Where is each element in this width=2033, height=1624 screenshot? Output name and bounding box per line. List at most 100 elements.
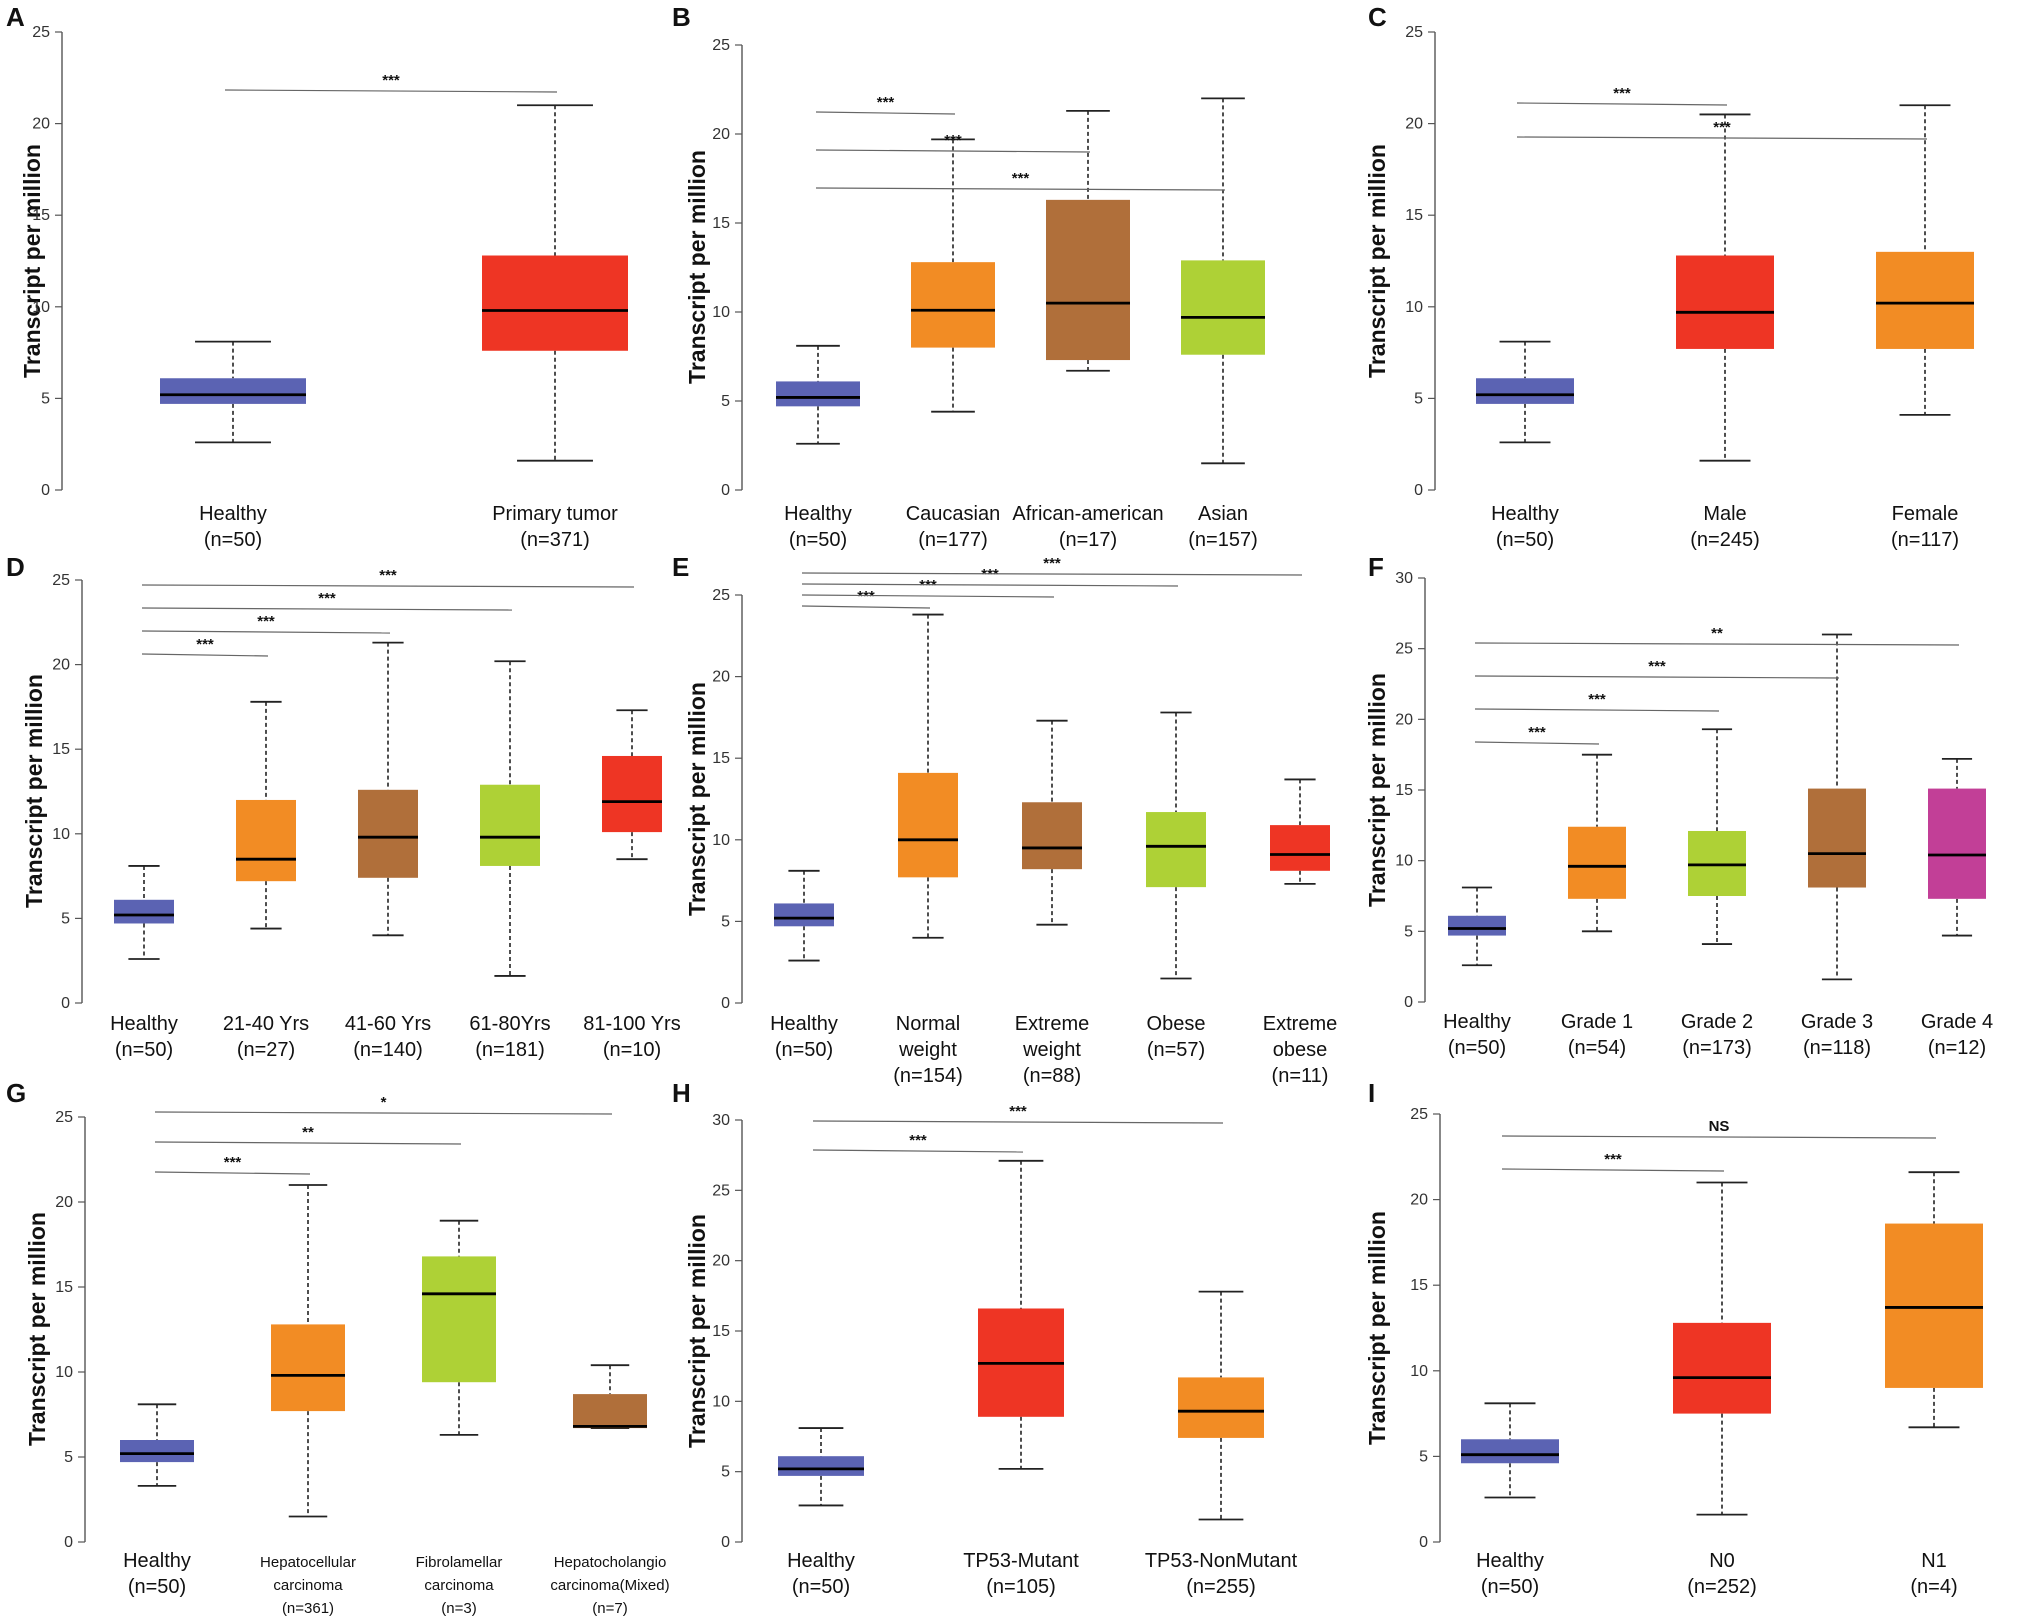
- y-tick-label: 15: [55, 1279, 73, 1296]
- iqr-box: [1448, 915, 1506, 936]
- panel-b: B Transcript per million 0 5 10 15 20 25 Healthy…: [672, 2, 1265, 551]
- y-tick-label: 15: [712, 1323, 730, 1340]
- y-axis-title: Transcript per million: [684, 682, 710, 916]
- significance-label: ***: [944, 132, 962, 149]
- category-label: (n=50): [204, 529, 262, 551]
- significance-label: ***: [1528, 724, 1546, 741]
- category-label: Healthy: [110, 1013, 178, 1035]
- category-label: (n=181): [475, 1039, 545, 1061]
- box-2: N1 (n=4): [1885, 1171, 1983, 1598]
- iqr-box: [160, 378, 306, 404]
- iqr-box: [1928, 788, 1986, 899]
- category-label: (n=173): [1682, 1037, 1752, 1059]
- significance-label: ***: [1009, 1103, 1027, 1120]
- category-label: (n=252): [1687, 1576, 1757, 1598]
- y-tick-label: 0: [1404, 994, 1413, 1011]
- significance-line: [815, 187, 1226, 191]
- significance-line: [815, 149, 1091, 153]
- y-tick-label: 15: [712, 750, 730, 767]
- category-label: (n=157): [1188, 529, 1258, 551]
- category-label: carcinoma(Mixed): [550, 1577, 669, 1594]
- y-tick-label: 5: [721, 1464, 730, 1481]
- significance-label: ***: [981, 566, 999, 583]
- significance-line: [1474, 741, 1600, 745]
- significance-label: ***: [382, 72, 400, 89]
- category-label: Healthy: [770, 1013, 838, 1035]
- category-label: (n=105): [986, 1576, 1056, 1598]
- y-tick-label: 15: [712, 215, 730, 232]
- category-label: (n=11): [1272, 1065, 1329, 1087]
- significance-line: [224, 89, 558, 93]
- box-2: Fibrolamellar carcinoma (n=3): [416, 1219, 502, 1617]
- y-tick-label: 5: [64, 1449, 73, 1466]
- box-0: Healthy (n=50): [778, 1427, 864, 1598]
- y-tick-label: 25: [712, 37, 730, 54]
- iqr-box: [482, 255, 628, 351]
- significance-label: ***: [1648, 658, 1666, 675]
- box-2: 41-60 Yrs (n=140): [345, 641, 431, 1061]
- category-label: (n=50): [789, 529, 847, 551]
- significance-bracket: NS: [1501, 1118, 1937, 1139]
- significance-bracket: **: [1474, 625, 1960, 646]
- y-tick-label: 15: [32, 207, 50, 224]
- panel-letter: I: [1368, 1078, 1375, 1108]
- y-tick-label: 15: [1395, 782, 1413, 799]
- significance-line: [141, 653, 269, 657]
- box-0: Healthy (n=50): [120, 1403, 194, 1598]
- iqr-box: [358, 789, 418, 878]
- y-tick-label: 15: [52, 741, 70, 758]
- iqr-box: [1568, 826, 1626, 899]
- y-tick-label: 5: [1414, 390, 1423, 407]
- box-1: Normal weight (n=154): [893, 613, 963, 1087]
- significance-line: [1516, 102, 1728, 106]
- y-tick-label: 25: [1405, 24, 1423, 41]
- significance-label: ***: [196, 636, 214, 653]
- significance-bracket: ***: [801, 577, 1055, 598]
- significance-label: *: [381, 1094, 387, 1111]
- box-0: Healthy (n=50): [1443, 886, 1511, 1059]
- category-label: carcinoma: [424, 1577, 494, 1594]
- category-label: Grade 1: [1561, 1011, 1633, 1033]
- box-0: Healthy (n=50): [1476, 340, 1574, 551]
- box-1: TP53-Mutant (n=105): [963, 1159, 1079, 1598]
- category-label: carcinoma: [273, 1577, 343, 1594]
- iqr-box: [774, 903, 834, 927]
- category-label: (n=361): [282, 1600, 334, 1617]
- category-label: (n=117): [1891, 529, 1959, 551]
- y-tick-label: 5: [721, 393, 730, 410]
- y-tick-label: 15: [1405, 207, 1423, 224]
- significance-bracket: ***: [812, 1132, 1024, 1153]
- significance-label: ***: [857, 588, 875, 605]
- y-axis-title: Transcript per million: [21, 674, 47, 908]
- category-label: Male: [1703, 503, 1746, 525]
- iqr-box: [573, 1394, 647, 1429]
- category-label: Extreme: [1263, 1013, 1337, 1035]
- significance-line: [1474, 708, 1720, 712]
- y-tick-label: 25: [55, 1109, 73, 1126]
- iqr-box: [1178, 1377, 1264, 1438]
- y-tick-label: 20: [1410, 1192, 1428, 1209]
- category-label: (n=50): [1496, 529, 1554, 551]
- category-label: Healthy: [199, 503, 267, 525]
- box-4: 81-100 Yrs (n=10): [583, 709, 681, 1061]
- category-label: 61-80Yrs: [469, 1013, 550, 1035]
- category-label: (n=17): [1059, 529, 1117, 551]
- y-tick-label: 10: [712, 1393, 730, 1410]
- y-tick-label: 10: [1410, 1363, 1428, 1380]
- category-label: N0: [1709, 1550, 1735, 1572]
- significance-line: [1501, 1135, 1937, 1139]
- significance-line: [1474, 675, 1840, 679]
- box-3: Hepatocholangio carcinoma(Mixed) (n=7): [550, 1364, 670, 1617]
- y-tick-label: 25: [712, 1182, 730, 1199]
- panel-letter: C: [1368, 2, 1387, 32]
- category-label: Female: [1892, 503, 1959, 525]
- category-label: (n=50): [115, 1039, 173, 1061]
- box-2: African-american (n=17): [1012, 109, 1164, 551]
- y-tick-label: 20: [712, 126, 730, 143]
- significance-label: ***: [1588, 691, 1606, 708]
- y-tick-label: 0: [721, 1534, 730, 1551]
- category-label: Primary tumor: [492, 503, 618, 525]
- iqr-box: [236, 799, 296, 882]
- category-label: (n=12): [1928, 1037, 1986, 1059]
